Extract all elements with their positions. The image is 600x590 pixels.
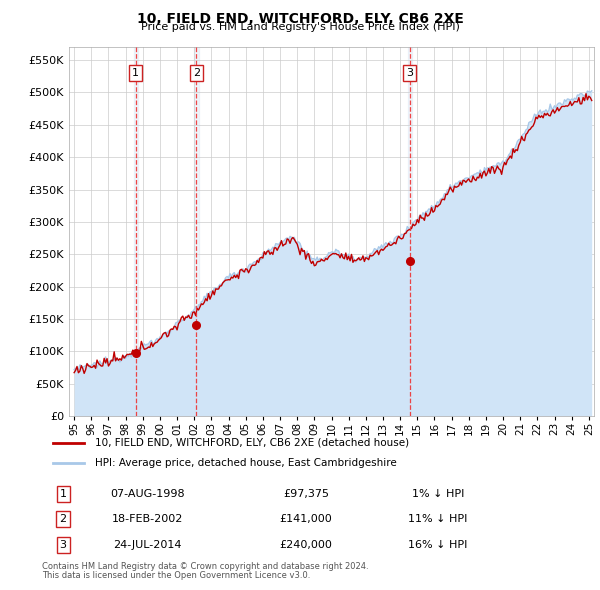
Text: This data is licensed under the Open Government Licence v3.0.: This data is licensed under the Open Gov… (42, 571, 310, 579)
Text: 3: 3 (406, 68, 413, 78)
Text: £240,000: £240,000 (280, 540, 332, 550)
Text: Contains HM Land Registry data © Crown copyright and database right 2024.: Contains HM Land Registry data © Crown c… (42, 562, 368, 571)
Text: £141,000: £141,000 (280, 514, 332, 525)
Text: 1: 1 (59, 489, 67, 499)
Text: 24-JUL-2014: 24-JUL-2014 (113, 540, 182, 550)
Text: HPI: Average price, detached house, East Cambridgeshire: HPI: Average price, detached house, East… (95, 458, 397, 468)
Text: 10, FIELD END, WITCHFORD, ELY, CB6 2XE: 10, FIELD END, WITCHFORD, ELY, CB6 2XE (137, 12, 463, 26)
Text: 1: 1 (132, 68, 139, 78)
Text: 2: 2 (193, 68, 200, 78)
Text: 10, FIELD END, WITCHFORD, ELY, CB6 2XE (detached house): 10, FIELD END, WITCHFORD, ELY, CB6 2XE (… (95, 438, 409, 448)
Text: 16% ↓ HPI: 16% ↓ HPI (409, 540, 467, 550)
Text: 1% ↓ HPI: 1% ↓ HPI (412, 489, 464, 499)
Text: Price paid vs. HM Land Registry's House Price Index (HPI): Price paid vs. HM Land Registry's House … (140, 22, 460, 32)
Text: 18-FEB-2002: 18-FEB-2002 (112, 514, 183, 525)
Bar (407, 47, 412, 416)
Bar (194, 47, 199, 416)
Bar (134, 47, 137, 416)
Text: 11% ↓ HPI: 11% ↓ HPI (409, 514, 467, 525)
Text: 2: 2 (59, 514, 67, 525)
Text: £97,375: £97,375 (283, 489, 329, 499)
Text: 07-AUG-1998: 07-AUG-1998 (110, 489, 185, 499)
Text: 3: 3 (59, 540, 67, 550)
